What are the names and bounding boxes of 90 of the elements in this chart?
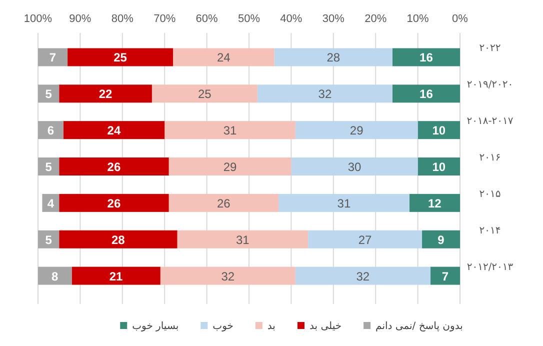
data-label: 26 <box>107 196 121 210</box>
legend-label: خوب <box>212 321 234 332</box>
legend-label: بدون پاسخ /نمی دانم <box>376 321 463 332</box>
data-label: 31 <box>223 124 238 138</box>
bar <box>418 158 460 176</box>
data-label: 5 <box>45 87 52 102</box>
x-tick-label: 60% <box>196 13 218 25</box>
bar <box>295 266 430 285</box>
x-tick-label: 30% <box>322 13 345 25</box>
data-label: 25 <box>114 50 128 65</box>
bar <box>173 48 274 66</box>
data-label: 5 <box>45 160 52 174</box>
data-label: 7 <box>49 50 56 65</box>
bar <box>38 266 72 285</box>
data-label: 26 <box>107 160 121 174</box>
bar <box>274 48 392 66</box>
data-label: 8 <box>52 269 59 284</box>
data-label: 29 <box>223 160 238 174</box>
x-tick-label: 80% <box>111 13 134 25</box>
bar <box>42 194 60 212</box>
data-label: 6 <box>47 124 54 138</box>
bar <box>392 84 460 103</box>
y-tick-label: ۲۰۱۲/۲۰۱۳ <box>466 262 514 273</box>
bar <box>392 48 460 66</box>
data-label: 25 <box>198 87 212 102</box>
bar <box>418 121 460 140</box>
legend-label: خیلی بد <box>309 321 342 332</box>
x-tick-label: 0% <box>452 13 468 25</box>
legend-label: بد <box>267 321 276 332</box>
bar <box>59 158 169 176</box>
bar <box>59 84 152 103</box>
bar <box>168 158 292 176</box>
bar <box>308 230 422 248</box>
data-label: 9 <box>438 232 445 247</box>
y-tick-label: ۲۰۱۵ <box>479 188 501 200</box>
bar <box>152 84 258 103</box>
y-tick-label: ۲۰۱۸-۲۰۱۷ <box>466 116 514 128</box>
x-tick-label: 20% <box>364 13 387 25</box>
bar <box>295 121 418 140</box>
y-tick-label: ۲۰۱۶ <box>479 152 501 164</box>
bar <box>278 194 410 212</box>
x-tick-label: 90% <box>69 13 92 25</box>
data-label: 21 <box>109 269 124 284</box>
data-label: 5 <box>45 232 52 247</box>
data-label: 24 <box>107 124 121 138</box>
data-label: 4 <box>47 196 54 210</box>
data-label: 29 <box>350 124 364 138</box>
data-label: 26 <box>217 196 231 210</box>
legend-label: بسیار خوب <box>132 321 179 332</box>
x-tick-label: 10% <box>406 13 430 25</box>
bar <box>409 194 460 212</box>
data-label: 16 <box>420 87 434 102</box>
bar <box>177 230 308 248</box>
bar <box>160 266 296 285</box>
bar <box>422 230 460 248</box>
data-label: 31 <box>236 232 250 247</box>
bar <box>164 121 296 140</box>
bar <box>257 84 392 103</box>
data-label: 28 <box>112 232 126 247</box>
data-label: 10 <box>432 124 446 138</box>
x-tick-label: 70% <box>154 13 176 25</box>
data-label: 32 <box>318 87 332 102</box>
bar <box>63 121 165 140</box>
y-tick-label: ۲۰۱۹/۲۰۲۰ <box>466 80 514 91</box>
data-label: 7 <box>442 269 449 284</box>
data-label: 27 <box>358 232 372 247</box>
bar <box>38 48 68 66</box>
data-label: 16 <box>420 50 434 65</box>
x-tick-label: 40% <box>280 13 302 25</box>
y-tick-label: ۲۰۱۴ <box>479 225 501 236</box>
data-label: 12 <box>428 196 442 210</box>
bar <box>38 121 64 140</box>
bar <box>59 230 178 248</box>
y-tick-label: ۲۰۲۲ <box>479 43 501 54</box>
bar <box>59 194 169 212</box>
data-label: 32 <box>221 269 235 284</box>
x-tick-label: 50% <box>238 13 260 25</box>
data-label: 32 <box>356 269 370 284</box>
bar <box>291 158 418 176</box>
bar <box>430 266 460 285</box>
x-tick-label: 100% <box>24 13 52 25</box>
data-label: 30 <box>348 160 362 174</box>
bar <box>168 194 279 212</box>
data-label: 31 <box>337 196 351 210</box>
data-label: 22 <box>98 87 113 102</box>
bar <box>68 48 174 66</box>
data-label: 10 <box>432 160 446 174</box>
data-label: 28 <box>326 50 340 65</box>
data-label: 24 <box>217 50 231 65</box>
bar <box>72 266 160 285</box>
